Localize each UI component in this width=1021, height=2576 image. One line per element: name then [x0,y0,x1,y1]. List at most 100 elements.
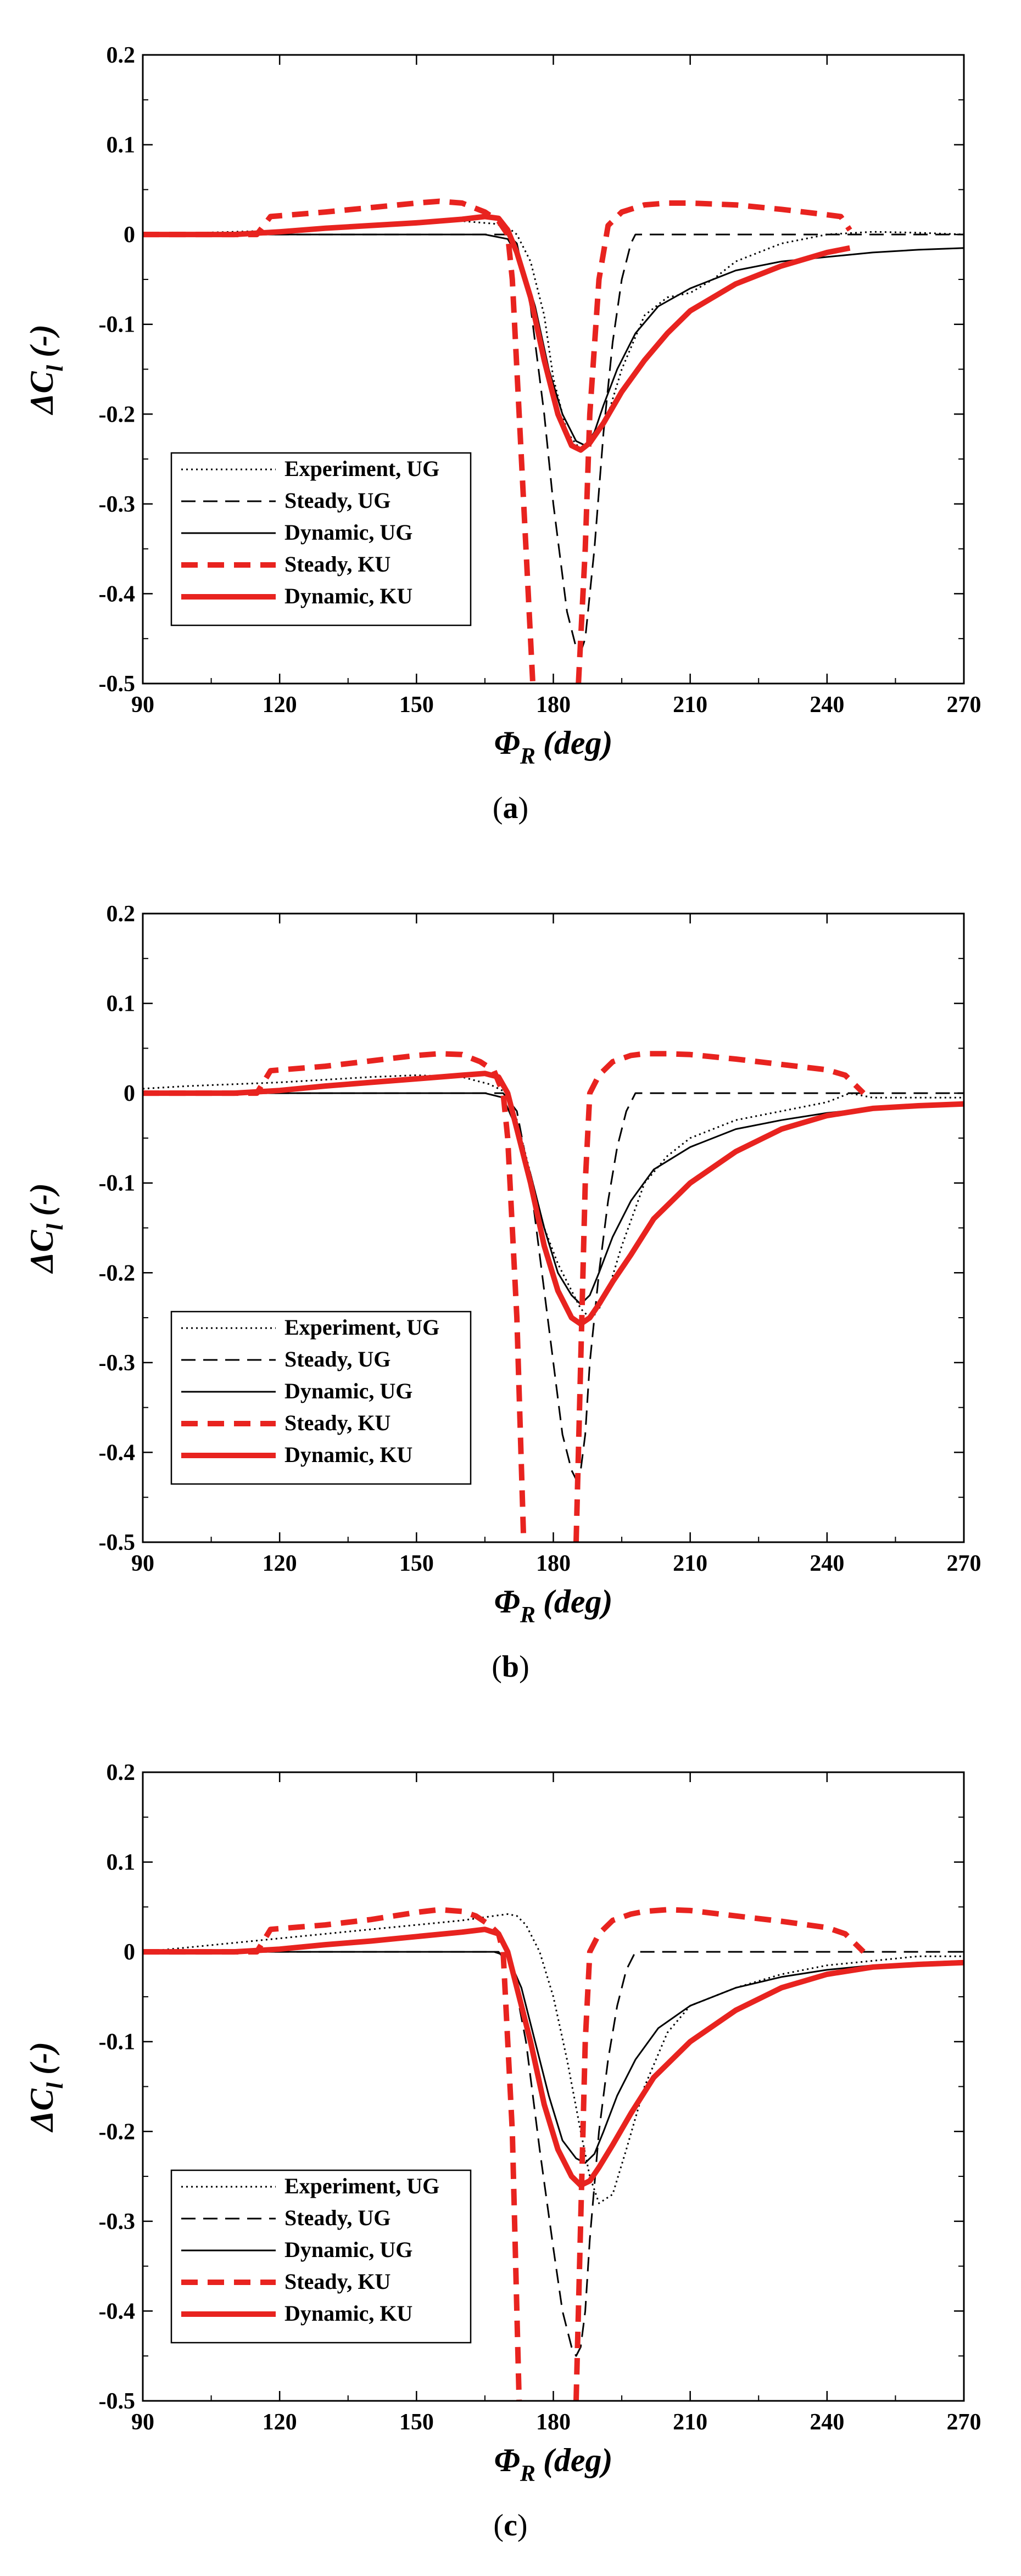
y-tick-label: -0.3 [99,492,136,517]
x-axis-label-sub: R [520,744,535,769]
y-tick-label: -0.5 [99,2389,136,2414]
x-tick-label: 210 [673,2410,707,2435]
y-tick-label: -0.4 [99,2299,136,2324]
chart-panel-a: 90 120 150 180 210 240 270 0.2 0.1 0 -0.1 -0.2 -0.3 -… [0,0,1021,859]
plot-frame [142,912,965,1543]
x-tick-label: 210 [673,692,707,718]
legend-label: Steady, UG [284,1347,390,1371]
y-tick-label: -0.3 [99,2209,136,2235]
legend-label: Steady, UG [284,2205,390,2230]
legend: Experiment, UG Steady, UG Dynamic, UG Stead… [170,2169,472,2344]
x-axis-label-main: Φ [494,2442,520,2478]
y-tick-label: -0.2 [99,2119,136,2144]
y-axis-label-unit: (-) [24,1183,60,1216]
y-axis-label: ΔCl (-) [24,324,68,415]
x-tick-label: 90 [131,1551,154,1576]
series-line-4 [143,1071,964,1327]
line-chart-b: 90 120 150 180 210 240 270 0.2 0.1 0 -0.1 -0.2 -0.3 -… [24,901,981,1628]
y-tick-label: -0.3 [99,1351,136,1376]
y-tick-label: -0.2 [99,1261,136,1286]
legend-label: Experiment, UG [284,2174,439,2198]
x-tick-label: 270 [947,2410,981,2435]
caption-c: (c) [493,2508,528,2543]
x-tick-label: 270 [947,692,981,718]
y-tick-label: -0.2 [99,402,136,427]
line-chart-a: 90 120 150 180 210 240 270 0.2 0.1 0 -0.1 -0.2 -0.3 -… [24,43,981,769]
y-axis-label-unit: (-) [24,324,60,357]
y-tick-label: 0 [124,222,135,248]
y-axis-label-main: ΔC [24,371,60,416]
caption-a: (a) [492,791,529,825]
y-tick-label: -0.1 [99,2030,136,2055]
y-tick-label: -0.4 [99,581,136,607]
y-tick-label: -0.4 [99,1440,136,1465]
y-axis-label-sub: l [43,365,68,371]
y-tick-label: 0 [124,1081,135,1106]
series-line-2 [143,233,964,446]
y-tick-label: -0.5 [99,671,136,697]
y-tick-label: 0.1 [107,1850,136,1875]
x-tick-label: 90 [131,692,154,718]
x-tick-label: 180 [536,2410,571,2435]
x-tick-label: 150 [399,2410,434,2435]
x-tick-label: 90 [131,2410,154,2435]
y-tick-label: -0.5 [99,1530,136,1555]
legend-label: Experiment, UG [284,1315,439,1340]
y-tick-label: 0 [124,1940,135,1965]
chart-panel-c: 90 120 150 180 210 240 270 0.2 0.1 0 -0.1 -0.2 -0.3 -… [0,1717,1021,2576]
caption-b: (b) [492,1650,529,1684]
x-axis-label-unit: (deg) [543,1583,613,1620]
line-chart-c: 90 120 150 180 210 240 270 0.2 0.1 0 -0.1 -0.2 -0.3 -… [24,1760,981,2487]
y-tick-label: 0.2 [107,1760,136,1785]
legend: Experiment, UG Steady, UG Dynamic, UG Stead… [170,1311,472,1485]
legend-label: Steady, KU [284,2269,390,2294]
series-line-1 [143,1092,964,1480]
x-axis-label-main: Φ [494,725,520,761]
x-axis-label-sub: R [520,2461,535,2487]
y-axis-label: ΔCl (-) [24,2042,68,2132]
y-axis-label-main: ΔC [24,1230,60,1274]
legend-label: Steady, UG [284,488,390,513]
y-axis-label: ΔCl (-) [24,1183,68,1274]
series-line-4 [143,1927,964,2188]
y-tick-label: 0.1 [107,133,136,158]
legend-label: Dynamic, KU [284,584,412,608]
legend-label: Dynamic, UG [284,1379,412,1403]
x-tick-label: 150 [399,692,434,718]
legend-label: Steady, KU [284,1410,390,1435]
x-tick-label: 150 [399,1551,434,1576]
x-tick-label: 210 [673,1551,707,1576]
x-axis-label: ΦR (deg) [494,725,613,769]
x-tick-label: 120 [263,2410,297,2435]
x-axis-label-sub: R [520,1603,535,1628]
y-tick-label: 0.2 [107,43,136,68]
series-line-3 [143,1051,866,1542]
series-line-3 [143,1907,866,2401]
x-tick-label: 240 [810,2410,844,2435]
x-tick-label: 180 [536,1551,571,1576]
legend-label: Steady, KU [284,552,390,576]
series-line-4 [143,214,851,453]
chart-panel-b: 90 120 150 180 210 240 270 0.2 0.1 0 -0.1 -0.2 -0.3 -… [0,859,1021,1717]
x-tick-label: 120 [263,1551,297,1576]
plot-frame [142,54,965,685]
legend-label: Dynamic, KU [284,2301,412,2326]
x-axis-label-main: Φ [494,1583,520,1620]
y-axis-label-sub: l [43,2082,68,2088]
series-line-2 [143,1092,964,1305]
legend-label: Experiment, UG [284,456,439,481]
x-tick-label: 270 [947,1551,981,1576]
x-axis-label-unit: (deg) [543,725,613,761]
legend-label: Dynamic, KU [284,1442,412,1467]
legend: Experiment, UG Steady, UG Dynamic, UG Stead… [170,452,472,626]
series-line-1 [143,1951,964,2357]
y-tick-label: -0.1 [99,1171,136,1196]
y-tick-label: 0.2 [107,901,136,927]
x-tick-label: 240 [810,692,844,718]
x-axis-label: ΦR (deg) [494,2442,613,2487]
x-tick-label: 180 [536,692,571,718]
x-axis-label-unit: (deg) [543,2442,613,2478]
x-axis-label: ΦR (deg) [494,1583,613,1628]
y-tick-label: -0.1 [99,312,136,338]
x-tick-label: 120 [263,692,297,718]
